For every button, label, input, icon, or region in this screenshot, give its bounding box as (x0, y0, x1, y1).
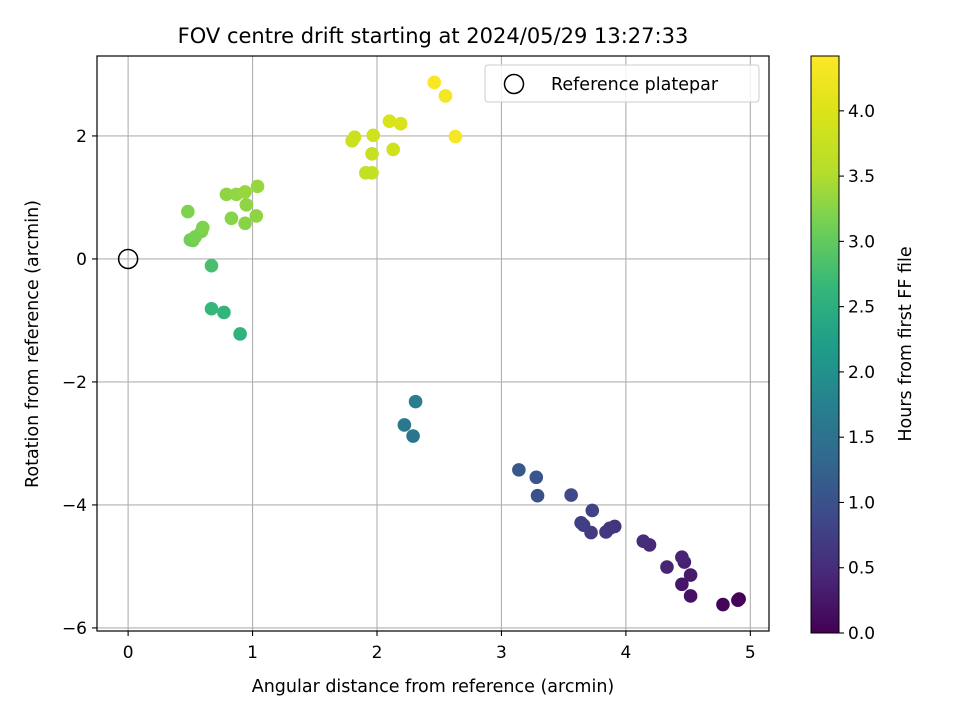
data-point (365, 166, 379, 180)
x-axis-label: Angular distance from reference (arcmin) (252, 677, 615, 697)
data-point (512, 463, 526, 477)
x-tick-label: 1 (247, 643, 258, 663)
data-point (574, 515, 588, 530)
data-point (564, 488, 578, 502)
y-tick-label: −2 (62, 373, 87, 393)
data-point (675, 577, 689, 592)
data-point (233, 327, 247, 341)
data-point (195, 220, 210, 235)
y-axis-label: Rotation from reference (arcmin) (23, 200, 43, 488)
x-axis-ticks: 0 1 2 3 4 5 (123, 631, 756, 663)
colorbar-tick-label: 2.5 (848, 298, 875, 318)
colorbar-label: Hours from first FF file (896, 246, 916, 441)
colorbar-tick-label: 3.0 (848, 232, 875, 252)
data-point (181, 204, 195, 219)
x-tick-label: 3 (496, 643, 507, 663)
data-points (181, 75, 746, 612)
data-point (408, 394, 423, 409)
colorbar-tick-label: 0.0 (848, 624, 875, 644)
reference-point (117, 248, 139, 270)
data-point (716, 597, 730, 612)
data-point (397, 418, 412, 432)
data-point (636, 534, 651, 549)
y-tick-label: −6 (62, 619, 87, 639)
data-point (675, 550, 689, 565)
data-point (683, 589, 698, 603)
colorbar: 0.0 0.5 1.0 1.5 2.0 2.5 3.0 3.5 4.0 Hours from f… (810, 55, 916, 644)
data-point (365, 146, 379, 161)
reference-marker (117, 248, 139, 270)
data-point (219, 187, 234, 202)
data-point (660, 560, 674, 574)
data-point (366, 128, 381, 143)
data-point (438, 89, 453, 103)
data-point (683, 568, 698, 582)
colorbar-tick-label: 1.0 (848, 493, 875, 513)
data-point (238, 216, 252, 231)
chart-title: FOV centre drift starting at 2024/05/29 … (178, 24, 689, 48)
legend-entry-label: Reference platepar (551, 75, 719, 95)
legend-box (484, 64, 760, 103)
data-point (599, 525, 613, 539)
data-point (204, 258, 219, 273)
colorbar-tick-label: 1.5 (848, 428, 875, 448)
colorbar-tick-label: 0.5 (848, 559, 875, 579)
data-point (406, 429, 420, 443)
data-point (238, 185, 252, 199)
data-point (386, 142, 400, 157)
y-tick-label: 2 (76, 127, 87, 147)
y-tick-label: 0 (76, 250, 87, 270)
x-tick-label: 0 (123, 643, 134, 663)
data-point (427, 75, 442, 90)
data-point (347, 130, 362, 144)
y-axis-ticks: −6 −4 −2 0 2 (62, 127, 97, 639)
x-tick-label: 4 (620, 643, 631, 663)
data-point (250, 179, 265, 194)
data-point (204, 301, 219, 316)
y-tick-label: −4 (62, 496, 87, 516)
data-point (731, 593, 745, 608)
legend-marker (503, 73, 525, 95)
data-point (530, 488, 545, 503)
colorbar-tick-label: 4.0 (848, 102, 875, 122)
grid-lines (97, 56, 769, 631)
data-point (448, 129, 463, 144)
colorbar-ticks: 0.0 0.5 1.0 1.5 2.0 2.5 3.0 3.5 4.0 (839, 102, 875, 644)
data-point (585, 503, 600, 518)
data-point (529, 470, 544, 485)
legend: Reference platepar (484, 64, 760, 103)
data-point (224, 211, 239, 226)
colorbar-gradient (810, 55, 840, 634)
data-point (382, 114, 397, 128)
data-point (217, 305, 231, 320)
x-tick-label: 2 (372, 643, 383, 663)
data-point (393, 116, 408, 131)
colorbar-tick-label: 2.0 (848, 363, 875, 383)
data-point (249, 209, 264, 223)
x-tick-label: 5 (745, 643, 756, 663)
colorbar-tick-label: 3.5 (848, 167, 875, 187)
data-point (239, 198, 254, 212)
plot-frame (96, 55, 770, 632)
